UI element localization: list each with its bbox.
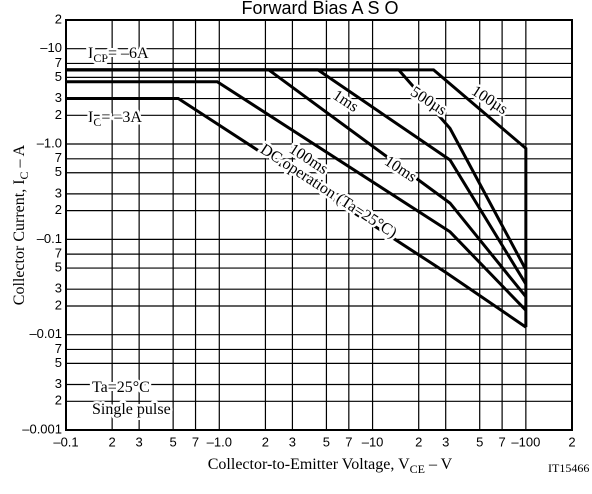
y-tick-label: 3 xyxy=(55,281,62,296)
x-tick-label: 7 xyxy=(192,434,199,449)
x-tick-label: 2 xyxy=(568,434,575,449)
y-tick-label: 2 xyxy=(55,107,62,122)
y-tick-label: –0.01 xyxy=(29,326,62,341)
y-tick-label: 7 xyxy=(55,246,62,261)
x-tick-label: 5 xyxy=(170,434,177,449)
y-tick-label: 3 xyxy=(55,90,62,105)
annotation: IT15466 xyxy=(548,461,589,475)
y-tick-label: 2 xyxy=(55,202,62,217)
y-tick-label: 5 xyxy=(55,69,62,84)
soa-curve xyxy=(66,97,527,329)
curve-label: 100µs xyxy=(468,82,510,118)
annotation: IC= –3A xyxy=(88,109,142,129)
annotation: ICP= –6A xyxy=(88,45,149,65)
x-tick-label: 7 xyxy=(345,434,352,449)
x-tick-label: 3 xyxy=(442,434,449,449)
curve-label: 1ms xyxy=(330,87,362,116)
curve-label: 10ms xyxy=(381,153,419,186)
annotation-sub: CP xyxy=(93,51,108,65)
curve-label: 500µs xyxy=(407,83,449,119)
y-axis-label-sub: C xyxy=(17,171,31,179)
soa-curve xyxy=(66,68,528,328)
y-tick-label: –10 xyxy=(40,40,62,55)
y-tick-label: 7 xyxy=(55,341,62,356)
annotation-main: IT15466 xyxy=(548,461,589,475)
curve-label: DC operation (Ta=25°C) xyxy=(257,141,400,242)
y-tick-label: –1.0 xyxy=(37,135,62,150)
chart-title: Forward Bias A S O xyxy=(241,0,398,18)
x-tick-label: –10 xyxy=(362,434,384,449)
x-tick-label: 3 xyxy=(136,434,143,449)
y-axis-label-main: Collector Current, I xyxy=(11,179,28,305)
x-axis-label-main: Collector-to-Emitter Voltage, V xyxy=(208,456,410,473)
y-tick-label: 7 xyxy=(55,55,62,70)
x-tick-label: 3 xyxy=(289,434,296,449)
y-tick-label: 2 xyxy=(55,11,62,26)
annotation-main: Single pulse xyxy=(92,401,171,418)
y-tick-label: 2 xyxy=(55,393,62,408)
x-axis-label-sub: CE xyxy=(410,462,425,476)
annotation: Ta=25°C xyxy=(92,379,150,396)
x-tick-label: 5 xyxy=(476,434,483,449)
soa-curve xyxy=(66,68,528,298)
y-axis-label: Collector Current, IC – A xyxy=(11,144,31,305)
x-tick-label: –100 xyxy=(511,434,540,449)
x-axis-label-rest: – V xyxy=(425,456,453,473)
x-tick-label: –0.1 xyxy=(53,434,78,449)
x-tick-label: –1.0 xyxy=(207,434,232,449)
y-tick-label: 2 xyxy=(55,297,62,312)
y-tick-label: 5 xyxy=(55,355,62,370)
y-axis-label-rest: – A xyxy=(11,144,28,171)
y-tick-label: 5 xyxy=(55,259,62,274)
y-tick-label: –0.1 xyxy=(37,231,62,246)
soa-curve xyxy=(66,80,527,312)
y-tick-label: 5 xyxy=(55,164,62,179)
x-tick-label: 2 xyxy=(262,434,269,449)
annotation-sub: C xyxy=(93,115,101,129)
y-tick-label: –0.001 xyxy=(22,421,62,436)
annotation-main: I xyxy=(88,45,93,62)
x-tick-label: 5 xyxy=(323,434,330,449)
x-tick-label: 7 xyxy=(498,434,505,449)
annotation-main: Ta=25°C xyxy=(92,379,150,396)
x-tick-label: 2 xyxy=(415,434,422,449)
y-tick-label: 3 xyxy=(55,185,62,200)
annotation-rest: = –6A xyxy=(108,45,149,62)
x-axis-label: Collector-to-Emitter Voltage, VCE – V xyxy=(208,456,453,476)
annotation: Single pulse xyxy=(92,401,171,418)
x-tick-label: 2 xyxy=(109,434,116,449)
y-tick-label: 7 xyxy=(55,150,62,165)
annotation-main: I xyxy=(88,109,93,126)
annotation-rest: = –3A xyxy=(101,109,142,126)
y-tick-label: 3 xyxy=(55,376,62,391)
